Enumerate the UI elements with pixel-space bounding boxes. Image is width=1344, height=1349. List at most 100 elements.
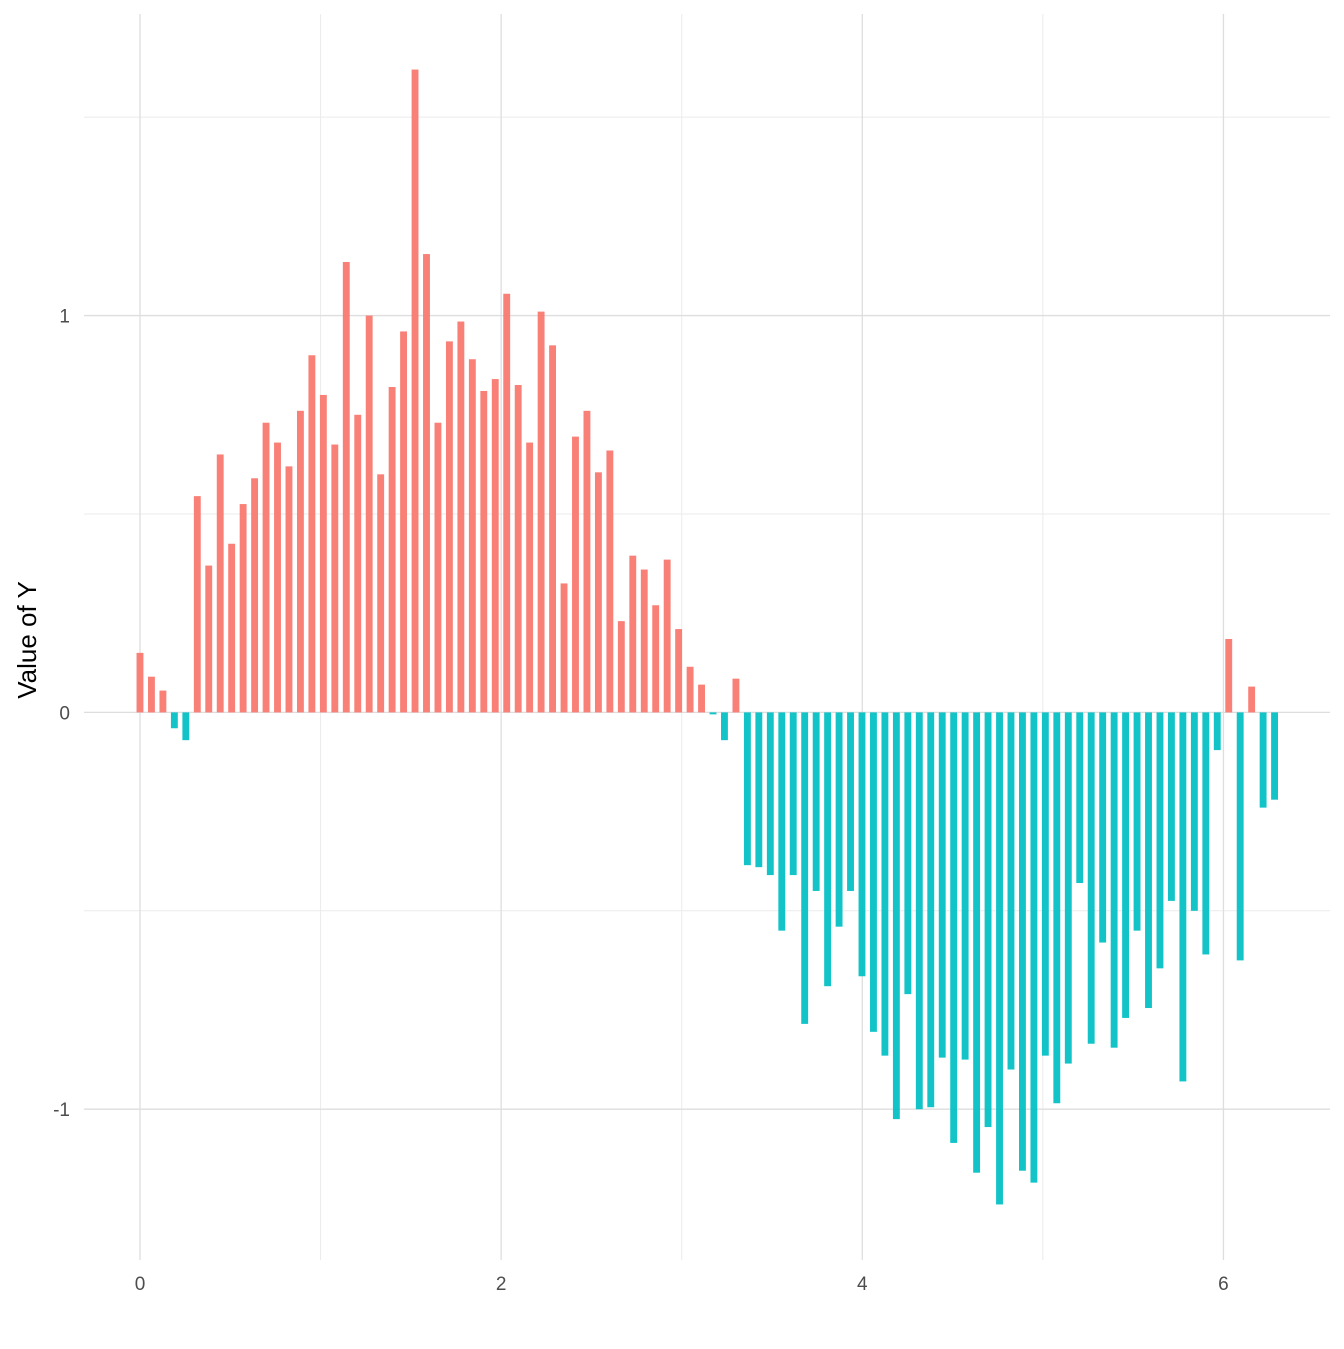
bar <box>1087 712 1095 1044</box>
bar <box>1156 712 1164 969</box>
bar <box>526 442 534 713</box>
bar <box>847 712 854 891</box>
bar <box>892 712 900 1120</box>
bar <box>698 684 705 713</box>
bar <box>1053 712 1061 1104</box>
bar <box>572 436 579 713</box>
bar <box>159 690 167 713</box>
bar <box>973 712 981 1173</box>
x-tick-label: 4 <box>857 1274 868 1295</box>
bar <box>193 496 201 713</box>
bar <box>1167 712 1175 901</box>
bar <box>296 410 304 713</box>
bar <box>549 345 557 713</box>
bar <box>1248 686 1256 713</box>
bar <box>514 385 522 713</box>
bar <box>1064 712 1072 1064</box>
bar <box>1202 712 1210 955</box>
bar <box>1259 712 1267 808</box>
bar <box>721 712 728 741</box>
bar-layer <box>136 69 1278 1205</box>
bar <box>411 69 419 713</box>
bar <box>274 442 281 713</box>
bar <box>801 712 809 1024</box>
bar <box>1271 712 1278 800</box>
bar <box>1213 712 1221 751</box>
bar <box>205 565 213 713</box>
bar <box>755 712 763 868</box>
bar <box>606 450 614 713</box>
bar <box>560 583 568 713</box>
bar <box>1179 712 1187 1082</box>
bar <box>216 454 224 713</box>
bar <box>423 254 430 713</box>
bar <box>136 652 144 713</box>
bar <box>377 474 385 713</box>
bar <box>239 504 247 713</box>
bar <box>984 712 992 1128</box>
bar <box>468 359 476 713</box>
bar <box>388 387 396 713</box>
bar <box>629 555 637 713</box>
bar <box>996 712 1003 1205</box>
bar <box>915 712 923 1110</box>
bar <box>228 543 236 713</box>
bar <box>778 712 786 931</box>
x-tick-label: 2 <box>496 1274 507 1295</box>
bar <box>503 293 511 713</box>
bar <box>148 676 155 713</box>
grid-layer <box>84 14 1330 1260</box>
bar <box>1007 712 1015 1070</box>
x-tick-label: 0 <box>135 1274 146 1295</box>
bar <box>950 712 958 1143</box>
bar <box>1225 638 1233 713</box>
bar <box>789 712 797 876</box>
bar <box>170 712 178 729</box>
bar <box>835 712 843 927</box>
bar <box>927 712 935 1108</box>
bar <box>904 712 912 995</box>
y-tick-label: -1 <box>53 1100 70 1121</box>
bar <box>709 712 717 715</box>
bar <box>663 559 671 713</box>
bar <box>824 712 832 987</box>
y-tick-label: 0 <box>59 703 70 724</box>
bar <box>1019 712 1026 1171</box>
bar <box>766 712 774 876</box>
bar <box>583 410 591 713</box>
bar <box>675 629 683 713</box>
bar <box>743 712 751 866</box>
bar <box>251 478 259 713</box>
bar <box>342 262 350 713</box>
bar <box>1122 712 1130 1018</box>
bar <box>319 394 327 713</box>
bar <box>1110 712 1118 1048</box>
bar <box>491 379 499 713</box>
bar <box>480 390 488 713</box>
bar <box>686 666 694 713</box>
x-tick-label: 6 <box>1218 1274 1229 1295</box>
bar <box>1030 712 1038 1183</box>
bar <box>1099 712 1107 943</box>
bar <box>434 422 442 713</box>
bar <box>594 472 602 713</box>
bar <box>400 331 408 713</box>
bar <box>445 341 453 713</box>
bar <box>365 315 373 713</box>
bar <box>354 414 362 713</box>
bar <box>870 712 877 1032</box>
bar <box>938 712 946 1058</box>
bar <box>858 712 866 977</box>
bar <box>652 605 660 713</box>
bar <box>182 712 190 741</box>
bar <box>1041 712 1049 1056</box>
tick-label-layer: 0 2 4 6 -1 0 1 <box>53 307 1229 1295</box>
bar <box>732 678 740 713</box>
y-tick-label: 1 <box>59 307 70 328</box>
bar <box>285 466 293 713</box>
bar <box>640 569 648 713</box>
bar <box>1076 712 1084 884</box>
bar <box>262 422 270 713</box>
